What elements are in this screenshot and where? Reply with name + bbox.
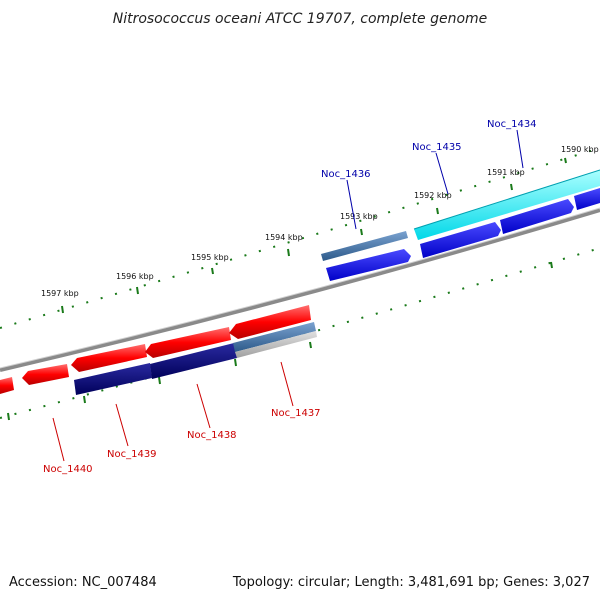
tick-label: 1592 kbp (414, 191, 452, 200)
tick-mark (234, 358, 237, 367)
tick-mark (550, 261, 553, 269)
gene-feature-noc-1435[interactable] (414, 170, 600, 240)
tick-mark (211, 267, 214, 275)
tick-mark (61, 305, 64, 314)
tick-mark (158, 376, 161, 385)
tick-mark (309, 341, 312, 349)
gene-label-noc-1438: Noc_1438 (187, 430, 237, 441)
reverse-genes (0, 305, 317, 395)
tick-label: 1590 kbp (561, 145, 599, 154)
gene-feature-blue-1[interactable] (326, 249, 411, 281)
accession-text: Accession: NC_007484 (9, 575, 157, 590)
tick-label: 1593 kbp (340, 212, 378, 221)
tick-mark (83, 395, 86, 404)
gene-label-noc-1434: Noc_1434 (487, 119, 537, 130)
tick-label: 1591 kbp (487, 168, 525, 177)
inner-tick-track (0, 247, 600, 421)
gene-feature-navy-2[interactable] (150, 343, 237, 379)
gene-label-noc-1435: Noc_1435 (412, 142, 462, 153)
gene-feature-blue-3[interactable] (500, 199, 574, 234)
tick-mark (136, 286, 139, 295)
gene-feature-grey[interactable] (235, 331, 317, 358)
tick-mark (287, 248, 290, 257)
tick-label: 1596 kbp (116, 272, 154, 281)
tick-mark (564, 157, 567, 164)
gene-label-noc-1439: Noc_1439 (107, 449, 157, 460)
gene-feature-noc-1436[interactable] (321, 231, 408, 261)
gene-feature-blue-2[interactable] (420, 222, 501, 258)
gene-feature-red-5[interactable] (229, 305, 311, 339)
tick-mark (510, 183, 513, 191)
gene-feature-red-3[interactable] (71, 344, 147, 372)
tick-label: 1595 kbp (191, 253, 229, 262)
genome-summary-text: Topology: circular; Length: 3,481,691 bp… (232, 575, 590, 590)
tick-label: 1597 kbp (41, 289, 79, 298)
gene-feature-navy-1[interactable] (74, 363, 152, 395)
tick-mark (436, 207, 439, 215)
gene-feature-red-2[interactable] (22, 364, 69, 385)
outer-tick-track (0, 147, 600, 329)
gene-label-noc-1437: Noc_1437 (271, 408, 321, 419)
tick-mark (7, 412, 10, 421)
gene-label-noc-1440: Noc_1440 (43, 464, 93, 475)
tick-label: 1594 kbp (265, 233, 303, 242)
gene-feature-noc-1437[interactable] (233, 322, 316, 352)
genome-backbone (0, 208, 600, 372)
tick-mark (360, 228, 363, 236)
gene-feature-blue-4[interactable] (574, 188, 600, 210)
map-title: Nitrosococcus oceani ATCC 19707, complet… (113, 11, 488, 27)
gene-feature-red-1[interactable] (0, 377, 14, 394)
gene-feature-red-4[interactable] (145, 327, 231, 358)
gene-label-noc-1436: Noc_1436 (321, 169, 371, 180)
forward-genes (321, 169, 600, 281)
